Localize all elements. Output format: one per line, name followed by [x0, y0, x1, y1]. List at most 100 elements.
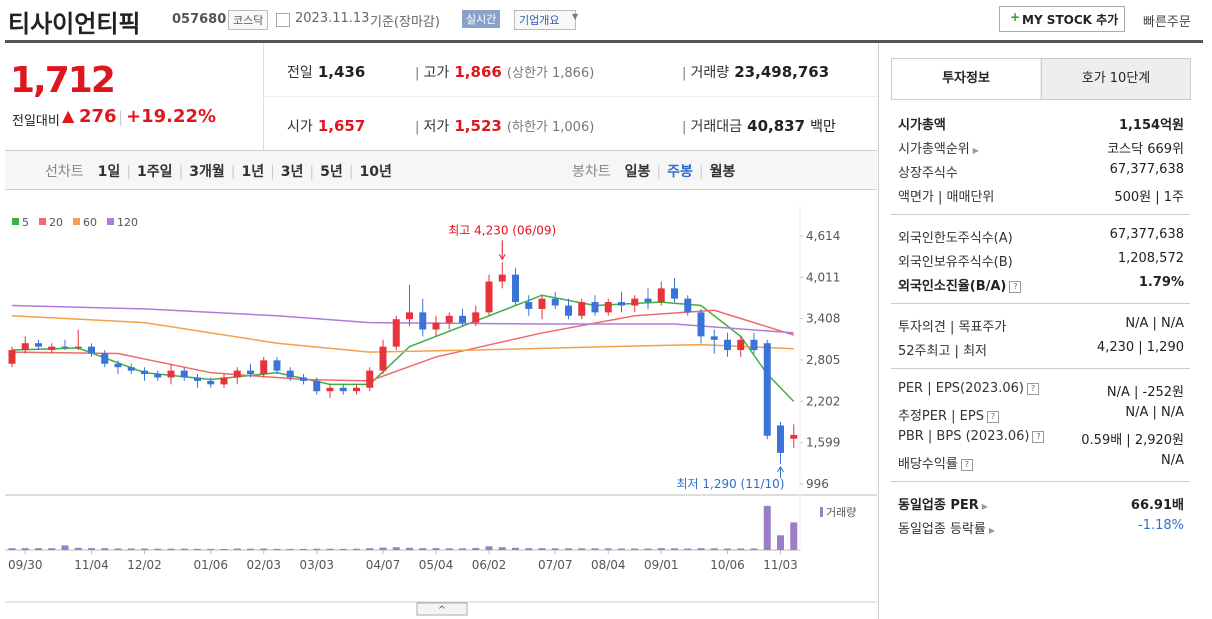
candle-body [247, 370, 254, 375]
help-icon[interactable]: ? [1026, 382, 1039, 395]
volume-bar [61, 545, 69, 550]
x-tick-label: 02/03 [246, 558, 281, 572]
change-label: 전일대비 [12, 114, 60, 129]
row-value: 67,377,638 [1109, 227, 1184, 242]
volume-bar [419, 548, 427, 550]
y-tick-label: 1,599 [806, 436, 840, 450]
help-icon[interactable]: ? [1009, 280, 1022, 293]
row-value: 0.59배 | 2,920원 [1081, 433, 1184, 448]
volume-bar [366, 548, 374, 550]
volume-bar [578, 548, 586, 550]
info-row: 시가총액 1,154억원 [898, 114, 1184, 133]
row-label: 동일업종 PER [898, 498, 979, 513]
volume-bar [485, 546, 493, 550]
legend-label: 60 [83, 216, 97, 229]
volume-bar [406, 547, 413, 550]
candle-body [260, 360, 268, 375]
candle-type-option[interactable]: 일봉 [624, 164, 651, 180]
volume-bar [432, 548, 440, 550]
quick-order[interactable]: 빠른주문 [1143, 15, 1191, 30]
field-label: 거래량 [690, 65, 730, 81]
tab[interactable]: 호가 10단계 [1041, 59, 1190, 99]
candle-body [618, 302, 625, 306]
info-row: 투자의견 | 목표주가 N/A | N/A [898, 316, 1184, 335]
volume-bar [379, 547, 387, 550]
help-icon[interactable]: ? [960, 458, 973, 471]
volume-bar [724, 548, 731, 550]
candle-type-option[interactable]: 주봉 [667, 164, 693, 180]
tab[interactable]: 투자정보 [892, 59, 1040, 99]
help-icon[interactable]: ? [986, 410, 999, 423]
period-option[interactable]: 1일 [97, 164, 121, 180]
volume-bar [154, 548, 162, 550]
candle-body [697, 312, 705, 337]
candle-body [763, 343, 771, 436]
high-arrowhead [498, 254, 506, 261]
candle-body [167, 370, 175, 378]
candle-body [194, 377, 201, 381]
candle-body [273, 360, 281, 371]
volume-bar [300, 548, 307, 550]
mystock-button[interactable] [999, 6, 1125, 32]
up-triangle: ▲ [62, 106, 75, 125]
period-option[interactable]: 1년 [241, 164, 265, 180]
volume-bar [233, 548, 241, 550]
volume-bar [180, 548, 188, 550]
collapse-button[interactable] [416, 602, 468, 616]
candle-body [392, 319, 400, 347]
info-row: 상장주식수 67,377,638 [898, 162, 1184, 181]
x-tick-label: 12/02 [127, 558, 162, 572]
candle-type-option[interactable]: 월봉 [709, 164, 736, 180]
date: 2023.11.13 [295, 11, 370, 26]
row-label: 투자의견 | 목표주가 [898, 320, 1007, 335]
volume-bar [313, 548, 321, 550]
candle-body [644, 298, 652, 303]
realtime-badge[interactable]: 실시간 [462, 10, 501, 28]
volume-bar [286, 548, 294, 550]
volume-bar [565, 548, 572, 550]
candle-body [286, 370, 294, 378]
row-value: 500원 | 1주 [1114, 190, 1184, 205]
field-label: 거래대금 [690, 119, 743, 135]
row-label: 액면가 | 매매단위 [898, 190, 995, 205]
row-label: 추정PER | EPS [898, 409, 984, 424]
volume-bar [498, 547, 506, 550]
ma-line [11, 309, 794, 382]
info-row: PBR | BPS (2023.06)? 0.59배 | 2,920원 [898, 429, 1184, 448]
help-icon[interactable]: ? [1032, 430, 1045, 443]
period-option[interactable]: 3개월 [189, 164, 225, 180]
period-option[interactable]: 1주일 [136, 164, 173, 180]
candle-body [485, 281, 493, 313]
volume-bar [141, 548, 148, 550]
period-option[interactable]: 10년 [359, 164, 392, 180]
volume-bar [35, 548, 42, 550]
candle-body [88, 346, 95, 354]
plus-icon: + [1010, 10, 1021, 24]
overview-button[interactable]: 기업개요 [514, 10, 577, 30]
candle-body [220, 377, 228, 385]
candle-body [432, 322, 440, 330]
candle-body [472, 312, 480, 323]
candle-body [419, 312, 427, 330]
separator: | [348, 164, 354, 180]
candle-body [671, 288, 678, 299]
volume-bar [750, 548, 758, 550]
period-option[interactable]: 3년 [280, 164, 304, 180]
row-value: N/A [1161, 453, 1184, 468]
row-value: 4,230 | 1,290 [1096, 340, 1184, 355]
info-row: 동일업종 등락률 ▶ -1.18% [898, 518, 1184, 537]
candle-body [233, 370, 241, 378]
candle-body [48, 346, 56, 351]
period-option[interactable]: 5년 [320, 164, 343, 180]
legend-label: 20 [49, 216, 63, 229]
row-value: 1,208,572 [1117, 251, 1184, 266]
field-label: 저가 [423, 119, 450, 135]
candle-body [790, 434, 798, 439]
volume-bar [220, 548, 228, 550]
candle-body [127, 367, 135, 371]
y-tick-label: 2,202 [806, 394, 840, 408]
volume-bar [445, 548, 453, 550]
change: 276 [79, 106, 117, 127]
candle-body [498, 274, 506, 282]
period-group: 선차트 1일 | 1주일 | 3개월 | 1년 | 3년 | 5년 | 10년 [45, 161, 392, 181]
